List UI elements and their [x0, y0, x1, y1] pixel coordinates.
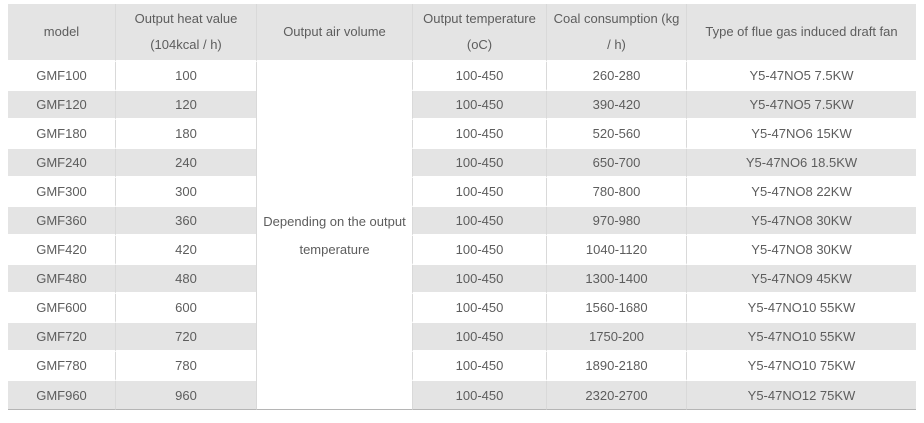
table-cell: Y5-47NO10 55KW: [686, 294, 916, 323]
table-cell: 600: [115, 294, 256, 323]
table-cell: Y5-47NO10 75KW: [686, 352, 916, 381]
table-cell: Y5-47NO6 18.5KW: [686, 149, 916, 178]
table-cell: 1300-1400: [546, 265, 686, 294]
table-row: GMF780 780 100-450 1890-2180 Y5-47NO10 75KW: [8, 352, 916, 381]
table-cell: 100-450: [412, 265, 546, 294]
table-cell: 240: [115, 149, 256, 178]
table-cell: GMF480: [8, 265, 115, 294]
table-cell: 1040-1120: [546, 236, 686, 265]
column-header: Output air volume: [256, 4, 412, 62]
table-row: GMF300 300 100-450 780-800 Y5-47NO8 22KW: [8, 178, 916, 207]
table-cell: 100-450: [412, 178, 546, 207]
table-cell: 300: [115, 178, 256, 207]
table-cell: 720: [115, 323, 256, 352]
table-cell: Y5-47NO8 30KW: [686, 236, 916, 265]
air-volume-merged-cell: Depending on the output temperature: [256, 62, 412, 410]
table-row: GMF120 120 100-450 390-420 Y5-47NO5 7.5KW: [8, 91, 916, 120]
table-cell: 100: [115, 62, 256, 91]
column-header-line: (104kcal / h): [150, 37, 222, 52]
table-cell: 100-450: [412, 207, 546, 236]
table-cell: 100-450: [412, 62, 546, 91]
table-cell: GMF420: [8, 236, 115, 265]
column-header-line: Type of flue gas induced draft fan: [705, 24, 898, 39]
table-cell: 100-450: [412, 120, 546, 149]
table-cell: Y5-47NO5 7.5KW: [686, 62, 916, 91]
table-cell: 180: [115, 120, 256, 149]
table-cell: 100-450: [412, 91, 546, 120]
table-cell: GMF780: [8, 352, 115, 381]
table-row: GMF360 360 100-450 970-980 Y5-47NO8 30KW: [8, 207, 916, 236]
table-cell: Y5-47NO9 45KW: [686, 265, 916, 294]
table-row: GMF480 480 100-450 1300-1400 Y5-47NO9 45KW: [8, 265, 916, 294]
table-cell: GMF960: [8, 381, 115, 410]
header-row: model Output heat value (104kcal / h) Outpu…: [8, 4, 916, 62]
table-cell: 2320-2700: [546, 381, 686, 410]
table-cell: 970-980: [546, 207, 686, 236]
table-cell: 390-420: [546, 91, 686, 120]
table-cell: GMF720: [8, 323, 115, 352]
table-cell: 1560-1680: [546, 294, 686, 323]
column-header: Type of flue gas induced draft fan: [686, 4, 916, 62]
table-cell: 100-450: [412, 323, 546, 352]
column-header: model: [8, 4, 115, 62]
table-cell: 780: [115, 352, 256, 381]
table-cell: 100-450: [412, 381, 546, 410]
table-row: GMF600 600 100-450 1560-1680 Y5-47NO10 55KW: [8, 294, 916, 323]
table-cell: 120: [115, 91, 256, 120]
air-volume-note-line: Depending on the output: [263, 213, 406, 229]
table-cell: Y5-47NO6 15KW: [686, 120, 916, 149]
table-cell: Y5-47NO10 55KW: [686, 323, 916, 352]
column-header-line: (oC): [466, 37, 493, 52]
table-cell: 480: [115, 265, 256, 294]
table-row: GMF240 240 100-450 650-700 Y5-47NO6 18.5KW: [8, 149, 916, 178]
table-body: GMF100 100 Depending on the output temperat…: [8, 62, 916, 410]
table-cell: 100-450: [412, 236, 546, 265]
table-cell: Y5-47NO8 30KW: [686, 207, 916, 236]
table-cell: 100-450: [412, 149, 546, 178]
table-row: GMF180 180 100-450 520-560 Y5-47NO6 15KW: [8, 120, 916, 149]
table-cell: GMF360: [8, 207, 115, 236]
table-row: GMF960 960 100-450 2320-2700 Y5-47NO12 75KW: [8, 381, 916, 410]
column-header-line: Coal consumption (kg: [553, 11, 680, 26]
table-cell: GMF300: [8, 178, 115, 207]
table-cell: 650-700: [546, 149, 686, 178]
air-volume-note-line: temperature: [299, 241, 370, 257]
table-cell: 960: [115, 381, 256, 410]
column-header-line: model: [43, 24, 80, 39]
column-header: Coal consumption (kg / h): [546, 4, 686, 62]
table-cell: 520-560: [546, 120, 686, 149]
table-cell: GMF600: [8, 294, 115, 323]
table-cell: 360: [115, 207, 256, 236]
table-cell: GMF240: [8, 149, 115, 178]
table-cell: GMF100: [8, 62, 115, 91]
table-row: GMF720 720 100-450 1750-200 Y5-47NO10 55KW: [8, 323, 916, 352]
table-cell: Y5-47NO8 22KW: [686, 178, 916, 207]
table-cell: 1750-200: [546, 323, 686, 352]
table-cell: GMF120: [8, 91, 115, 120]
column-header-line: Output heat value: [134, 11, 238, 26]
table-row: GMF420 420 100-450 1040-1120 Y5-47NO8 30KW: [8, 236, 916, 265]
column-header: Output heat value (104kcal / h): [115, 4, 256, 62]
table-cell: 420: [115, 236, 256, 265]
table-cell: GMF180: [8, 120, 115, 149]
table-cell: 100-450: [412, 352, 546, 381]
table-cell: 260-280: [546, 62, 686, 91]
spec-table: model Output heat value (104kcal / h) Outpu…: [8, 4, 916, 410]
table-cell: Y5-47NO5 7.5KW: [686, 91, 916, 120]
table-cell: 100-450: [412, 294, 546, 323]
table-cell: 780-800: [546, 178, 686, 207]
column-header-line: Output air volume: [283, 24, 386, 39]
table-cell: 1890-2180: [546, 352, 686, 381]
column-header-line: / h): [607, 37, 626, 52]
table-cell: Y5-47NO12 75KW: [686, 381, 916, 410]
table-row: GMF100 100 Depending on the output temperat…: [8, 62, 916, 410]
column-header: Output temperature (oC): [412, 4, 546, 62]
column-header-line: Output temperature: [423, 11, 536, 26]
